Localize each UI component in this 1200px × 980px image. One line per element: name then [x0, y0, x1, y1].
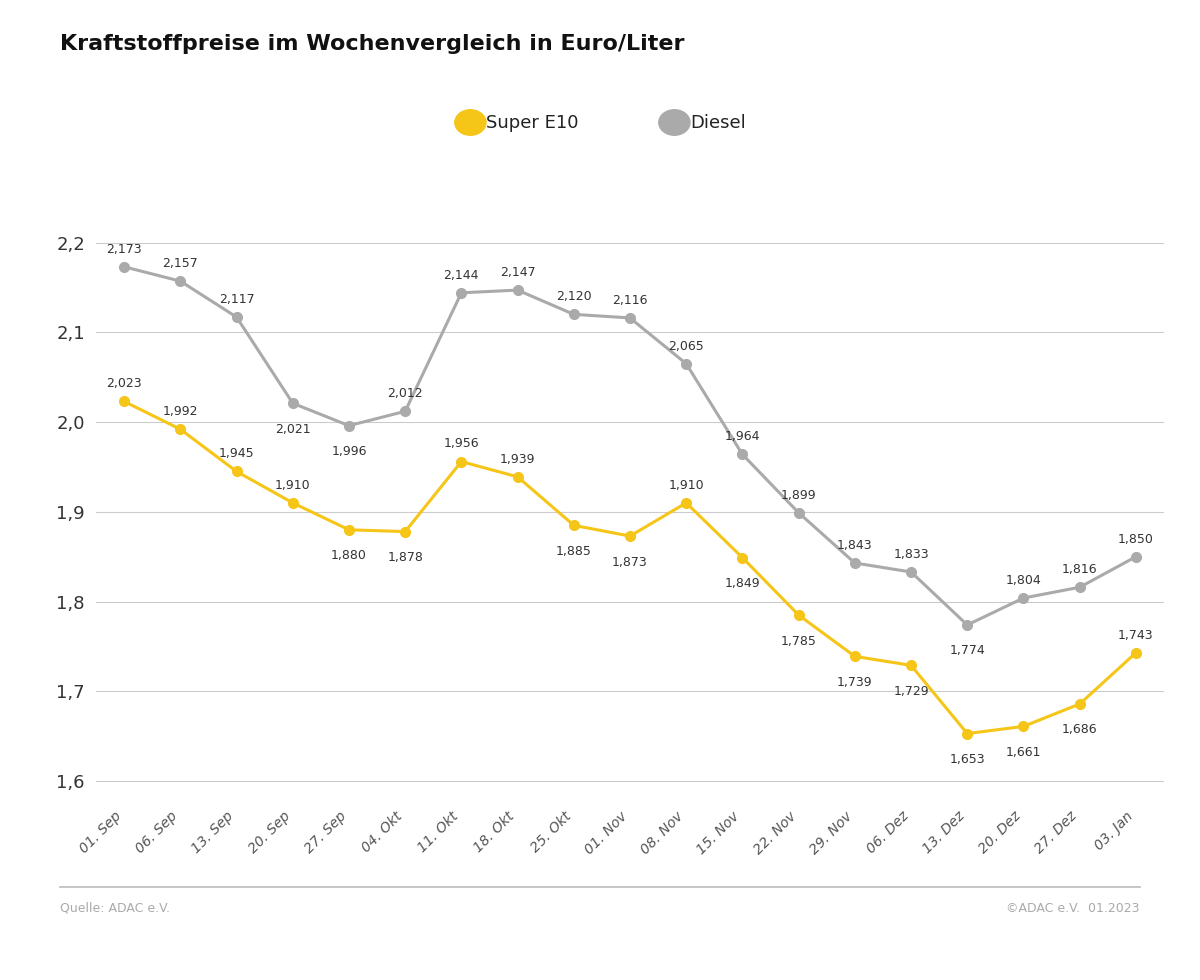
- Text: 1,910: 1,910: [668, 479, 704, 492]
- Text: 2,065: 2,065: [668, 340, 704, 353]
- Text: ©ADAC e.V.  01.2023: ©ADAC e.V. 01.2023: [1007, 902, 1140, 914]
- Text: 1,996: 1,996: [331, 445, 367, 458]
- Text: 1,873: 1,873: [612, 556, 648, 568]
- Text: 1,878: 1,878: [388, 551, 424, 564]
- Text: 2,144: 2,144: [444, 269, 479, 281]
- Text: 1,843: 1,843: [838, 539, 872, 552]
- Text: Diesel: Diesel: [690, 114, 745, 131]
- Text: 1,729: 1,729: [893, 685, 929, 698]
- Text: 1,816: 1,816: [1062, 564, 1098, 576]
- Text: 2,117: 2,117: [218, 293, 254, 306]
- Text: 1,743: 1,743: [1118, 629, 1153, 642]
- Text: 2,173: 2,173: [107, 243, 142, 256]
- Text: 1,686: 1,686: [1062, 723, 1098, 736]
- Text: 1,992: 1,992: [162, 405, 198, 418]
- Text: Super E10: Super E10: [486, 114, 578, 131]
- Text: 1,849: 1,849: [725, 577, 761, 590]
- Circle shape: [659, 110, 690, 135]
- Circle shape: [455, 110, 486, 135]
- Text: 1,956: 1,956: [444, 437, 479, 451]
- Text: 1,804: 1,804: [1006, 574, 1042, 587]
- Text: 1,785: 1,785: [781, 634, 816, 648]
- Text: 1,885: 1,885: [556, 545, 592, 558]
- Text: 1,739: 1,739: [838, 676, 872, 689]
- Text: 1,850: 1,850: [1118, 532, 1154, 546]
- Text: 1,833: 1,833: [893, 548, 929, 561]
- Text: 1,964: 1,964: [725, 430, 760, 443]
- Text: 2,021: 2,021: [275, 422, 311, 436]
- Text: 2,120: 2,120: [556, 290, 592, 303]
- Text: 1,939: 1,939: [500, 453, 535, 466]
- Text: 2,116: 2,116: [612, 294, 648, 307]
- Text: 2,023: 2,023: [107, 377, 142, 390]
- Text: 1,880: 1,880: [331, 549, 367, 563]
- Text: 2,147: 2,147: [499, 266, 535, 279]
- Text: 2,012: 2,012: [388, 387, 422, 400]
- Text: 1,945: 1,945: [218, 447, 254, 461]
- Text: 1,774: 1,774: [949, 645, 985, 658]
- Text: 1,653: 1,653: [949, 753, 985, 766]
- Text: 1,899: 1,899: [781, 489, 816, 502]
- Text: 1,661: 1,661: [1006, 746, 1042, 759]
- Text: 2,157: 2,157: [162, 257, 198, 270]
- Text: 1,910: 1,910: [275, 479, 311, 492]
- Text: Kraftstoffpreise im Wochenvergleich in Euro/Liter: Kraftstoffpreise im Wochenvergleich in E…: [60, 34, 684, 54]
- Text: Quelle: ADAC e.V.: Quelle: ADAC e.V.: [60, 902, 170, 914]
